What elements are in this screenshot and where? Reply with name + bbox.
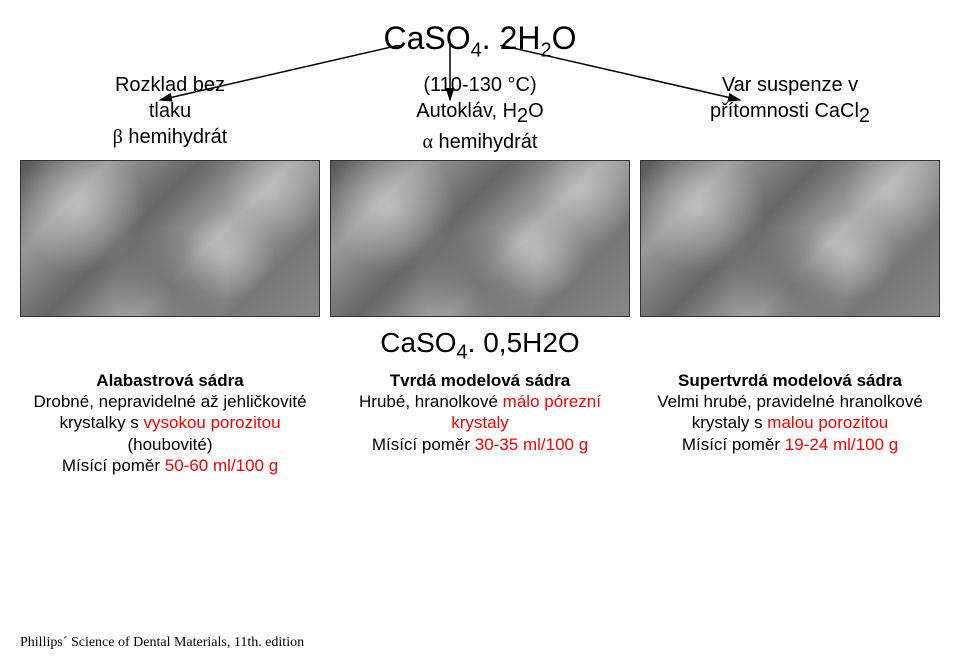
description-row: Alabastrová sádra Drobné, nepravidelné a…	[20, 370, 940, 476]
mid-l3-txt: hemihydrát	[433, 131, 538, 153]
mid-rest: . 0,5H2O	[468, 327, 580, 358]
alpha-symbol: α	[423, 131, 433, 153]
dr-mixred: 19-24 ml/100 g	[785, 435, 898, 454]
desc-left: Alabastrová sádra Drobné, nepravidelné a…	[20, 370, 320, 476]
top-formula: CaSO4. 2H2O	[20, 20, 940, 62]
left-l2: tlaku	[20, 98, 320, 124]
dm-mixred: 30-35 ml/100 g	[475, 435, 588, 454]
top-image-row	[20, 160, 940, 317]
desc-left-mix: Mísící poměr 50-60 ml/100 g	[20, 455, 320, 476]
mid-l2: Autokláv, H2O	[330, 98, 630, 129]
formula-caso: CaSO	[384, 20, 471, 56]
desc-mid: Tvrdá modelová sádra Hrubé, hranolkové m…	[330, 370, 630, 476]
desc-right: Supertvrdá modelová sádra Velmi hrubé, p…	[640, 370, 940, 476]
mid-l2b: O	[528, 100, 544, 122]
mid-l2sub: 2	[517, 105, 528, 127]
citation: Phillips´ Science of Dental Materials, 1…	[20, 635, 304, 651]
sem-image-alpha	[330, 160, 630, 317]
mid-l2a: Autokláv, H	[416, 100, 517, 122]
right-l2: přítomnosti CaCl2	[640, 98, 940, 129]
sem-image-cacl2	[640, 160, 940, 317]
formula-o: O	[552, 20, 577, 56]
dl-mixa: Mísící poměr	[62, 456, 165, 475]
left-l3-txt: hemihydrát	[123, 126, 228, 148]
dl-t2: (houbovité)	[127, 435, 212, 454]
desc-left-title: Alabastrová sádra	[20, 370, 320, 391]
dm-t1: Hrubé, hranolkové	[359, 392, 503, 411]
desc-right-title: Supertvrdá modelová sádra	[640, 370, 940, 391]
col-mid-label: (110-130 °C) Autokláv, H2O α hemihydrát	[330, 72, 630, 155]
desc-mid-mix: Mísící poměr 30-35 ml/100 g	[330, 434, 630, 455]
dm-mixa: Mísící poměr	[372, 435, 475, 454]
sem-image-beta	[20, 160, 320, 317]
right-l2sub: 2	[859, 105, 870, 127]
formula-dot2h: . 2H	[482, 20, 541, 56]
col-left-label: Rozklad bez tlaku β hemihydrát	[20, 72, 320, 155]
right-l1: Var suspenze v	[640, 72, 940, 98]
desc-right-body: Velmi hrubé, pravidelné hranolkové kryst…	[640, 391, 940, 434]
mid-4: 4	[457, 342, 468, 364]
formula-2: 2	[540, 39, 551, 61]
desc-right-mix: Mísící poměr 19-24 ml/100 g	[640, 434, 940, 455]
left-l1: Rozklad bez	[20, 72, 320, 98]
desc-left-body: Drobné, nepravidelné až jehličkovité kry…	[20, 391, 320, 455]
mid-formula: CaSO4. 0,5H2O	[20, 327, 940, 365]
left-l3: β hemihydrát	[20, 124, 320, 150]
top-labels-row: Rozklad bez tlaku β hemihydrát (110-130 …	[20, 72, 940, 155]
mid-l1: (110-130 °C)	[330, 72, 630, 98]
bottom-image-row	[20, 476, 940, 633]
col-right-label: Var suspenze v přítomnosti CaCl2	[640, 72, 940, 155]
formula-4: 4	[471, 39, 482, 61]
mid-caso: CaSO	[380, 327, 456, 358]
desc-mid-title: Tvrdá modelová sádra	[330, 370, 630, 391]
beta-symbol: β	[113, 126, 123, 148]
right-l2a: přítomnosti CaCl	[710, 100, 859, 122]
dl-red1: vysokou porozitou	[144, 413, 281, 432]
dr-red1: malou porozitou	[767, 413, 888, 432]
desc-mid-body: Hrubé, hranolkové málo pórezní krystaly	[330, 391, 630, 434]
dr-mixa: Mísící poměr	[682, 435, 785, 454]
mid-l3: α hemihydrát	[330, 129, 630, 155]
dl-mixred: 50-60 ml/100 g	[165, 456, 278, 475]
